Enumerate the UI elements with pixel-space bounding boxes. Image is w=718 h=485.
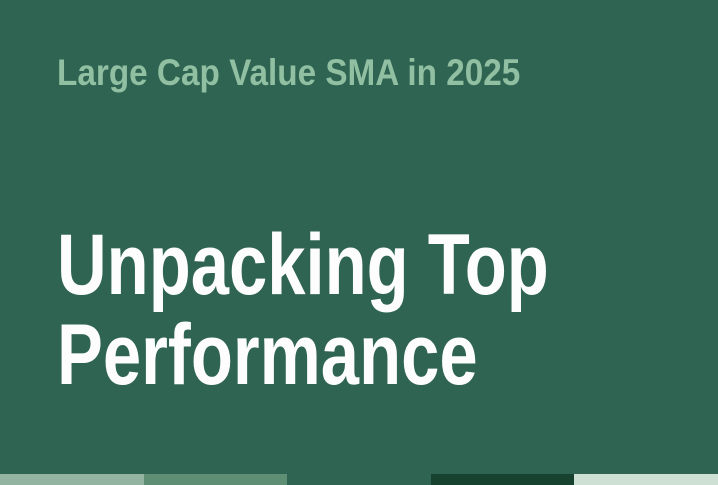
- footer-bar-1: [0, 474, 144, 485]
- footer-bar-3: [287, 474, 431, 485]
- footer-bar-4: [430, 474, 575, 485]
- footer-bar-2: [143, 474, 288, 485]
- slide-kicker: Large Cap Value SMA in 2025: [57, 52, 521, 93]
- slide-title: Unpacking Top Performance: [57, 220, 549, 400]
- slide-title-line-1: Unpacking Top: [57, 217, 549, 313]
- footer-bar-5: [574, 474, 718, 485]
- footer-color-strip: [0, 474, 718, 485]
- slide-title-line-2: Performance: [57, 307, 478, 403]
